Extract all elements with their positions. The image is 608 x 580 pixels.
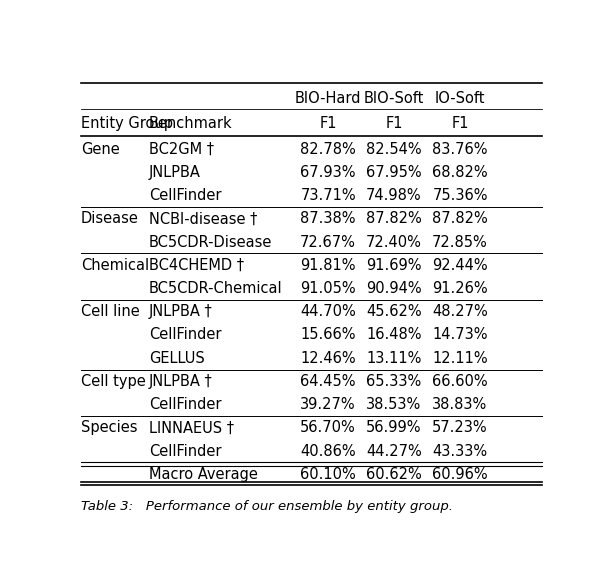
- Text: 44.27%: 44.27%: [366, 444, 422, 459]
- Text: 92.44%: 92.44%: [432, 258, 488, 273]
- Text: 44.70%: 44.70%: [300, 304, 356, 319]
- Text: F1: F1: [451, 116, 469, 131]
- Text: CellFinder: CellFinder: [149, 397, 221, 412]
- Text: Benchmark: Benchmark: [149, 116, 233, 131]
- Text: BC5CDR-Chemical: BC5CDR-Chemical: [149, 281, 283, 296]
- Text: 87.38%: 87.38%: [300, 211, 356, 226]
- Text: IO-Soft: IO-Soft: [435, 90, 485, 106]
- Text: 12.46%: 12.46%: [300, 351, 356, 366]
- Text: Table 3:   Performance of our ensemble by entity group.: Table 3: Performance of our ensemble by …: [81, 500, 453, 513]
- Text: 67.93%: 67.93%: [300, 165, 356, 180]
- Text: BIO-Soft: BIO-Soft: [364, 90, 424, 106]
- Text: LINNAEUS †: LINNAEUS †: [149, 420, 234, 436]
- Text: 75.36%: 75.36%: [432, 188, 488, 203]
- Text: 56.99%: 56.99%: [366, 420, 422, 436]
- Text: Macro Average: Macro Average: [149, 467, 258, 482]
- Text: 87.82%: 87.82%: [432, 211, 488, 226]
- Text: BC5CDR-Disease: BC5CDR-Disease: [149, 234, 272, 249]
- Text: 16.48%: 16.48%: [366, 328, 422, 342]
- Text: 13.11%: 13.11%: [367, 351, 422, 366]
- Text: 65.33%: 65.33%: [367, 374, 422, 389]
- Text: JNLPBA †: JNLPBA †: [149, 304, 213, 319]
- Text: 12.11%: 12.11%: [432, 351, 488, 366]
- Text: 82.54%: 82.54%: [366, 142, 422, 157]
- Text: BC4CHEMD †: BC4CHEMD †: [149, 258, 244, 273]
- Text: CellFinder: CellFinder: [149, 188, 221, 203]
- Text: 82.78%: 82.78%: [300, 142, 356, 157]
- Text: 60.96%: 60.96%: [432, 467, 488, 482]
- Text: CellFinder: CellFinder: [149, 328, 221, 342]
- Text: 40.86%: 40.86%: [300, 444, 356, 459]
- Text: 68.82%: 68.82%: [432, 165, 488, 180]
- Text: Species: Species: [81, 420, 137, 436]
- Text: 38.53%: 38.53%: [367, 397, 422, 412]
- Text: BC2GM †: BC2GM †: [149, 142, 214, 157]
- Text: 72.67%: 72.67%: [300, 234, 356, 249]
- Text: 45.62%: 45.62%: [366, 304, 422, 319]
- Text: Entity Group: Entity Group: [81, 116, 173, 131]
- Text: F1: F1: [385, 116, 403, 131]
- Text: 83.76%: 83.76%: [432, 142, 488, 157]
- Text: 72.85%: 72.85%: [432, 234, 488, 249]
- Text: GELLUS: GELLUS: [149, 351, 205, 366]
- Text: Cell type: Cell type: [81, 374, 145, 389]
- Text: 39.27%: 39.27%: [300, 397, 356, 412]
- Text: 64.45%: 64.45%: [300, 374, 356, 389]
- Text: 90.94%: 90.94%: [366, 281, 422, 296]
- Text: 48.27%: 48.27%: [432, 304, 488, 319]
- Text: Chemical: Chemical: [81, 258, 149, 273]
- Text: 91.05%: 91.05%: [300, 281, 356, 296]
- Text: 43.33%: 43.33%: [432, 444, 488, 459]
- Text: 66.60%: 66.60%: [432, 374, 488, 389]
- Text: CellFinder: CellFinder: [149, 444, 221, 459]
- Text: 15.66%: 15.66%: [300, 328, 356, 342]
- Text: 57.23%: 57.23%: [432, 420, 488, 436]
- Text: 38.83%: 38.83%: [432, 397, 488, 412]
- Text: 73.71%: 73.71%: [300, 188, 356, 203]
- Text: Gene: Gene: [81, 142, 119, 157]
- Text: 72.40%: 72.40%: [366, 234, 422, 249]
- Text: Disease: Disease: [81, 211, 139, 226]
- Text: BIO-Hard: BIO-Hard: [295, 90, 361, 106]
- Text: 60.62%: 60.62%: [366, 467, 422, 482]
- Text: 91.26%: 91.26%: [432, 281, 488, 296]
- Text: 14.73%: 14.73%: [432, 328, 488, 342]
- Text: Cell line: Cell line: [81, 304, 139, 319]
- Text: F1: F1: [319, 116, 337, 131]
- Text: JNLPBA: JNLPBA: [149, 165, 201, 180]
- Text: JNLPBA †: JNLPBA †: [149, 374, 213, 389]
- Text: 74.98%: 74.98%: [366, 188, 422, 203]
- Text: 87.82%: 87.82%: [366, 211, 422, 226]
- Text: 91.69%: 91.69%: [366, 258, 422, 273]
- Text: 91.81%: 91.81%: [300, 258, 356, 273]
- Text: NCBI-disease †: NCBI-disease †: [149, 211, 257, 226]
- Text: 67.95%: 67.95%: [366, 165, 422, 180]
- Text: 56.70%: 56.70%: [300, 420, 356, 436]
- Text: 60.10%: 60.10%: [300, 467, 356, 482]
